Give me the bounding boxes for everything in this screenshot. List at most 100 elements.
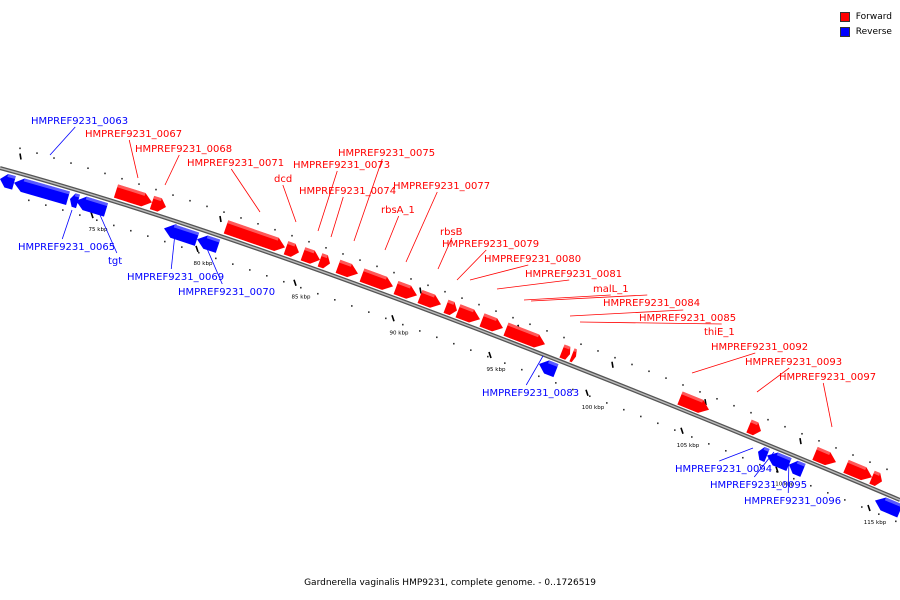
gene-body bbox=[562, 345, 571, 360]
minor-tick-top bbox=[87, 167, 89, 170]
tick-label: 115 kbp bbox=[864, 520, 887, 526]
minor-tick-bottom bbox=[28, 199, 30, 202]
gene-arrow bbox=[758, 446, 770, 462]
gene-label: HMPREF9231_0094 bbox=[675, 464, 772, 475]
minor-tick-top bbox=[138, 183, 140, 185]
gene-body bbox=[223, 220, 286, 252]
minor-tick-bottom bbox=[504, 362, 506, 364]
major-tick bbox=[585, 389, 589, 397]
minor-tick-top bbox=[699, 391, 701, 393]
leader-line bbox=[525, 355, 544, 386]
major-tick bbox=[293, 279, 297, 286]
gene-arrow bbox=[562, 345, 571, 360]
minor-tick-bottom bbox=[674, 429, 676, 431]
tick-label: 110 kbp bbox=[772, 482, 795, 488]
minor-tick-bottom bbox=[708, 443, 710, 445]
gene-highlight bbox=[339, 259, 352, 267]
gene-label: HMPREF9231_0085 bbox=[639, 313, 736, 324]
minor-tick-bottom bbox=[181, 246, 183, 248]
gene-highlight bbox=[421, 289, 436, 298]
gene-highlight bbox=[117, 184, 146, 196]
gene-body bbox=[335, 259, 359, 278]
minor-tick-bottom bbox=[623, 408, 625, 411]
minor-tick-bottom bbox=[368, 311, 370, 313]
gene-highlight bbox=[85, 196, 109, 207]
leader-line bbox=[523, 294, 611, 301]
tick-label: 90 kbp bbox=[390, 330, 409, 336]
gene-label: HMPREF9231_0081 bbox=[525, 269, 622, 280]
leader-line bbox=[469, 264, 529, 281]
gene-label: HMPREF9231_0063 bbox=[31, 116, 128, 127]
gene-body bbox=[359, 268, 394, 290]
gene-label: HMPREF9231_0068 bbox=[135, 144, 232, 155]
minor-tick-top bbox=[495, 310, 497, 312]
gene-arrow bbox=[417, 289, 441, 308]
minor-tick-top bbox=[835, 447, 837, 449]
gene-body bbox=[479, 313, 503, 332]
gene-arrow bbox=[69, 193, 81, 209]
minor-tick-bottom bbox=[283, 280, 285, 283]
minor-tick-top bbox=[665, 377, 667, 379]
gene-body bbox=[746, 419, 762, 436]
gene-arrow bbox=[393, 280, 417, 299]
gene-arrow bbox=[163, 224, 200, 246]
gene-label: HMPREF9231_0080 bbox=[484, 254, 581, 265]
gene-highlight bbox=[173, 224, 200, 236]
minor-tick-bottom bbox=[640, 415, 642, 418]
major-tick bbox=[799, 437, 802, 445]
gene-body bbox=[677, 391, 709, 413]
leader-line bbox=[822, 382, 833, 428]
minor-tick-bottom bbox=[351, 305, 353, 307]
minor-tick-bottom bbox=[62, 209, 64, 211]
gene-highlight bbox=[816, 446, 831, 455]
minor-tick-top bbox=[308, 240, 310, 243]
figure-caption: Gardnerella vaginalis HMP9231, complete … bbox=[304, 578, 596, 588]
minor-tick-bottom bbox=[725, 449, 727, 452]
gene-label: HMPREF9231_0096 bbox=[744, 496, 841, 507]
major-tick bbox=[488, 351, 492, 359]
minor-tick-bottom bbox=[113, 224, 115, 227]
minor-tick-bottom bbox=[402, 323, 404, 326]
major-tick bbox=[219, 215, 222, 223]
gene-arrow bbox=[13, 178, 70, 205]
gene-label: HMPREF9231_0077 bbox=[393, 181, 490, 192]
gene-body bbox=[149, 195, 166, 212]
gene-body bbox=[503, 322, 546, 348]
minor-tick-bottom bbox=[470, 349, 472, 351]
leader-line bbox=[496, 279, 570, 290]
minor-tick-bottom bbox=[521, 368, 523, 371]
gene-label: HMPREF9231_0070 bbox=[178, 287, 275, 298]
gene-label: thiE_1 bbox=[704, 327, 735, 338]
leader-line bbox=[49, 126, 76, 156]
gene-body bbox=[69, 193, 81, 209]
gene-highlight bbox=[873, 470, 881, 476]
gene-label: HMPREF9231_0065 bbox=[18, 242, 115, 253]
gene-highlight bbox=[23, 178, 70, 195]
leader-line bbox=[456, 249, 487, 281]
minor-tick-top bbox=[376, 265, 378, 268]
minor-tick-top bbox=[818, 440, 820, 442]
minor-tick-top bbox=[121, 177, 123, 180]
minor-tick-bottom bbox=[266, 274, 268, 277]
minor-tick-top bbox=[580, 343, 582, 346]
legend-reverse: Reverse bbox=[839, 24, 892, 39]
gene-label: HMPREF9231_0095 bbox=[710, 480, 807, 491]
minor-tick-bottom bbox=[555, 382, 557, 384]
legend-reverse-label: Reverse bbox=[855, 26, 892, 37]
gene-label: HMPREF9231_0084 bbox=[603, 298, 700, 309]
gene-body bbox=[869, 470, 882, 486]
gene-highlight bbox=[776, 452, 792, 461]
minor-tick-bottom bbox=[198, 251, 200, 254]
minor-tick-bottom bbox=[657, 422, 659, 425]
gene-highlight bbox=[304, 247, 315, 254]
minor-tick-top bbox=[767, 418, 769, 421]
major-tick bbox=[391, 315, 395, 322]
major-tick bbox=[867, 504, 871, 512]
gene-body bbox=[767, 452, 792, 472]
gene-highlight bbox=[397, 280, 412, 289]
gene-arrow bbox=[317, 253, 330, 269]
gene-label: HMPREF9231_0092 bbox=[711, 342, 808, 353]
minor-tick-bottom bbox=[691, 436, 693, 438]
gene-body bbox=[789, 460, 806, 477]
minor-tick-bottom bbox=[317, 292, 319, 295]
